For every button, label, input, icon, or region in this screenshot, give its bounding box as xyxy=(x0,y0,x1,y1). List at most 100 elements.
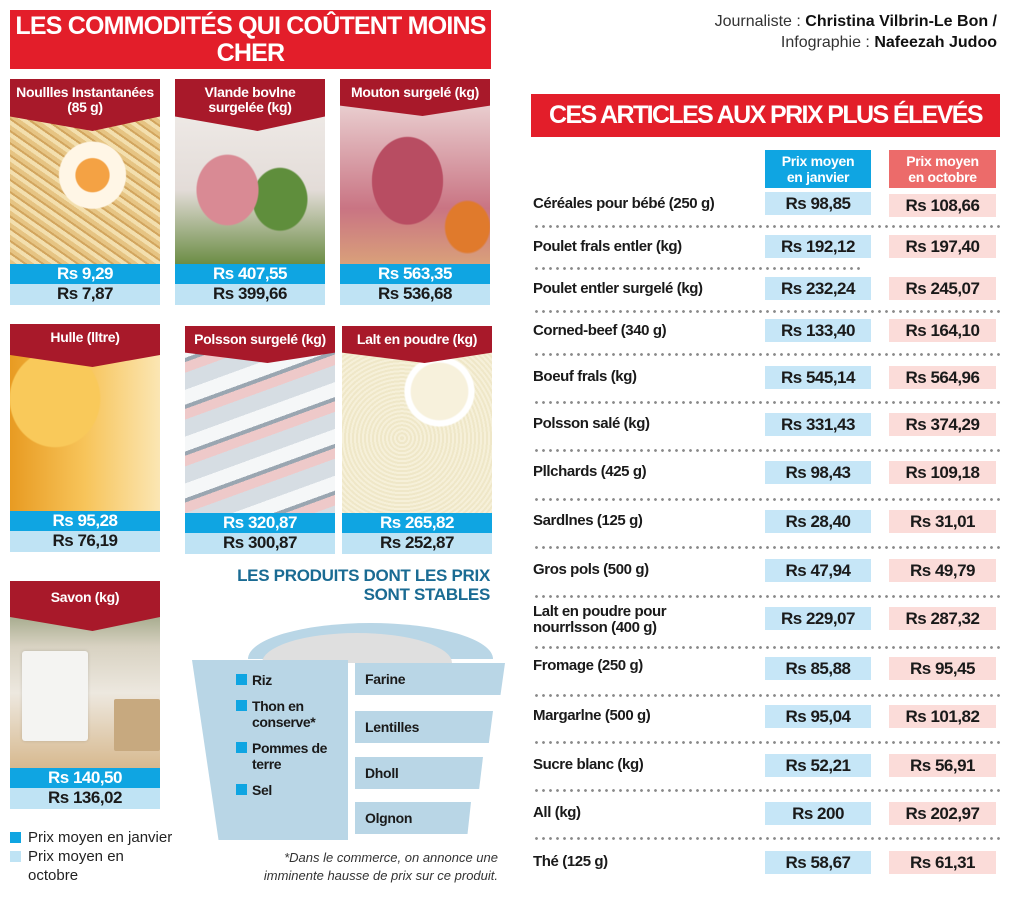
price-october: Rs 245,07 xyxy=(889,277,996,300)
product-photo: Vlande bovlne surgelée (kg) xyxy=(175,79,325,264)
row-divider xyxy=(533,741,1000,744)
price-january: Rs 98,85 xyxy=(765,192,871,215)
price-january: Rs 95,28 xyxy=(10,511,160,531)
item-name: Thé (125 g) xyxy=(533,853,608,870)
legend-label: Prix moyen en xyxy=(28,848,124,865)
footnote-line: *Dans le commerce, on annonce une xyxy=(284,850,498,865)
price-january: Rs 232,24 xyxy=(765,277,871,300)
header-line: Prix moyen xyxy=(781,153,855,169)
price-october: Rs 564,96 xyxy=(889,366,996,389)
stable-list-left: Riz Thon en conserve* Pommes de terre Se… xyxy=(236,672,346,808)
column-header-january: Prix moyen en janvier xyxy=(765,150,871,188)
row-divider xyxy=(533,646,1000,649)
item-name: Corned-beef (340 g) xyxy=(533,322,667,339)
stable-item-dholl: Dholl xyxy=(355,757,483,789)
row-divider xyxy=(533,837,1000,840)
product-photo: Savon (kg) xyxy=(10,581,160,768)
stable-item-farine: Farine xyxy=(355,663,505,695)
price-october: Rs 197,40 xyxy=(889,235,996,258)
price-january: Rs 265,82 xyxy=(342,513,492,533)
higher-prices-banner: CES ARTICLES AUX PRIX PLUS ÉLEVÉS xyxy=(531,94,1000,137)
row-divider xyxy=(533,225,1000,228)
item-name: Lalt en poudre pour nourrlsson (400 g) xyxy=(533,604,667,636)
price-october: Rs 7,87 xyxy=(10,284,160,305)
banner-title: LES COMMODITÉS QUI COÛTENT MOINS CHER xyxy=(15,12,486,67)
column-header-october: Prix moyen en octobre xyxy=(889,150,996,188)
item-name: Poulet frals entler (kg) xyxy=(533,238,682,255)
header-line: Prix moyen xyxy=(906,153,979,169)
january-swatch-icon xyxy=(10,832,21,843)
bullet-square-icon xyxy=(236,700,247,711)
product-card-fish: Polsson surgelé (kg) Rs 320,87 Rs 300,87 xyxy=(185,326,335,554)
price-january: Rs 563,35 xyxy=(340,264,490,284)
price-january: Rs 58,67 xyxy=(765,851,871,874)
product-card-milk-powder: Lalt en poudre (kg) Rs 265,82 Rs 252,87 xyxy=(342,326,492,554)
price-october: Rs 108,66 xyxy=(889,194,996,217)
product-photo: Polsson surgelé (kg) xyxy=(185,326,335,513)
item-label: Riz xyxy=(252,672,272,688)
bullet-square-icon xyxy=(236,742,247,753)
bullet-square-icon xyxy=(236,674,247,685)
price-january: Rs 545,14 xyxy=(765,366,871,389)
price-october: Rs 95,45 xyxy=(889,657,996,680)
price-october: Rs 536,68 xyxy=(340,284,490,305)
legend-label: octobre xyxy=(28,867,79,884)
item-label: Pommes de terre xyxy=(252,740,327,772)
row-divider xyxy=(533,267,860,270)
price-october: Rs 300,87 xyxy=(185,533,335,554)
item-name: Margarlne (500 g) xyxy=(533,707,651,724)
stable-item: Sel xyxy=(236,782,346,798)
price-january: Rs 331,43 xyxy=(765,413,871,436)
item-label: Lentilles xyxy=(365,719,420,735)
product-card-noodles: Noullles Instantanées (85 g) Rs 9,29 Rs … xyxy=(10,79,160,305)
bullet-square-icon xyxy=(236,784,247,795)
stable-products-title: LES PRODUITS DONT LES PRIX SONT STABLES xyxy=(190,566,490,604)
stable-item: Pommes de terre xyxy=(236,740,346,772)
price-january: Rs 28,40 xyxy=(765,510,871,533)
price-january: Rs 52,21 xyxy=(765,754,871,777)
price-october: Rs 31,01 xyxy=(889,510,996,533)
october-swatch-icon xyxy=(10,851,21,862)
row-divider xyxy=(533,353,1000,356)
stable-item: Thon en conserve* xyxy=(236,698,346,730)
price-legend: Prix moyen en janvier Prix moyen en octo… xyxy=(10,828,172,885)
product-photo: Hulle (lltre) xyxy=(10,324,160,511)
price-january: Rs 407,55 xyxy=(175,264,325,284)
item-label: Thon en conserve* xyxy=(252,698,316,730)
item-label: Dholl xyxy=(365,765,399,781)
header-line: en janvier xyxy=(786,169,850,185)
banner-title: CES ARTICLES AUX PRIX PLUS ÉLEVÉS xyxy=(549,101,984,129)
item-label: Farine xyxy=(365,671,406,687)
row-divider xyxy=(533,694,1000,697)
stable-item-lentilles: Lentilles xyxy=(355,711,493,743)
item-name: Céréales pour bébé (250 g) xyxy=(533,195,715,212)
price-october: Rs 202,97 xyxy=(889,802,996,825)
price-january: Rs 95,04 xyxy=(765,705,871,728)
price-october: Rs 374,29 xyxy=(889,413,996,436)
product-card-soap: Savon (kg) Rs 140,50 Rs 136,02 xyxy=(10,581,160,809)
title-line: SONT STABLES xyxy=(363,585,491,604)
journalist-label: Journaliste : xyxy=(714,13,806,30)
item-name: Boeuf frals (kg) xyxy=(533,368,637,385)
price-october: Rs 76,19 xyxy=(10,531,160,552)
cheaper-commodities-banner: LES COMMODITÉS QUI COÛTENT MOINS CHER xyxy=(10,10,491,69)
credits: Journaliste : Christina Vilbrin-Le Bon /… xyxy=(715,11,997,53)
legend-item-january: Prix moyen en janvier xyxy=(10,828,172,847)
price-january: Rs 140,50 xyxy=(10,768,160,788)
product-photo: Mouton surgelé (kg) xyxy=(340,79,490,264)
item-name: Sucre blanc (kg) xyxy=(533,756,644,773)
row-divider xyxy=(533,595,1000,598)
price-october: Rs 61,31 xyxy=(889,851,996,874)
product-card-beef: Vlande bovlne surgelée (kg) Rs 407,55 Rs… xyxy=(175,79,325,305)
item-name-line: nourrlsson (400 g) xyxy=(533,619,657,636)
item-name: Fromage (250 g) xyxy=(533,657,643,674)
title-line: LES PRODUITS DONT LES PRIX xyxy=(237,566,490,585)
row-divider xyxy=(533,449,1000,452)
stable-item: Riz xyxy=(236,672,346,688)
legend-item-october: Prix moyen en octobre xyxy=(10,847,172,885)
price-january: Rs 192,12 xyxy=(765,235,871,258)
item-name: Pllchards (425 g) xyxy=(533,463,647,480)
infographic-label: Infographie : xyxy=(780,34,875,51)
price-october: Rs 109,18 xyxy=(889,461,996,484)
price-october: Rs 287,32 xyxy=(889,607,996,630)
